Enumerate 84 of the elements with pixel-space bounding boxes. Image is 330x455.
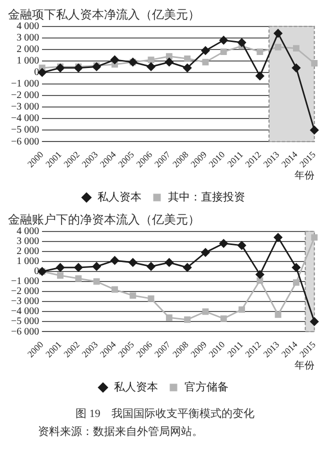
point: [219, 239, 228, 248]
point: [292, 263, 300, 272]
point: [201, 248, 210, 257]
point: [292, 279, 300, 286]
point: [202, 308, 209, 315]
point: [256, 72, 264, 80]
chart-title: 金融项下私人资本净流入（亿美元）: [8, 7, 200, 22]
x-axis-title: 年份: [294, 360, 314, 372]
point: [238, 38, 246, 47]
point: [201, 46, 210, 55]
point: [202, 58, 209, 66]
point: [146, 262, 156, 271]
point: [274, 44, 282, 50]
point: [128, 258, 138, 267]
y-tick-label: 0: [34, 266, 40, 278]
point: [93, 278, 100, 285]
y-tick-label: −1 000: [11, 78, 40, 90]
legend-label: 官方储备: [184, 380, 228, 394]
y-tick-label: −1 000: [11, 276, 40, 288]
y-tick-label: 4 000: [16, 21, 40, 32]
point: [274, 233, 282, 242]
point: [166, 314, 172, 321]
y-tick-label: −3 000: [11, 296, 40, 308]
point: [75, 275, 82, 282]
y-tick-label: 3 000: [16, 236, 40, 248]
y-tick-label: −6 000: [11, 136, 40, 148]
chart-title: 金融账户下的净资本流入（亿美元）: [8, 212, 200, 226]
point: [256, 277, 264, 284]
y-tick-label: 4 000: [16, 226, 40, 238]
y-tick-label: 1 000: [16, 256, 40, 268]
point: [274, 29, 282, 38]
point: [164, 58, 174, 66]
point: [166, 53, 172, 60]
x-axis-title: 年份: [294, 170, 314, 182]
y-tick-label: −5 000: [11, 124, 40, 136]
point: [310, 317, 319, 326]
point: [183, 64, 192, 72]
y-tick-label: −4 000: [11, 113, 40, 124]
point: [238, 241, 246, 250]
point: [183, 263, 192, 272]
point: [74, 64, 83, 72]
legend-label: 私人资本: [98, 190, 142, 204]
y-tick-label: 2 000: [16, 44, 40, 56]
point: [311, 234, 318, 241]
y-tick-label: −4 000: [11, 306, 40, 318]
point: [112, 286, 118, 293]
point: [56, 263, 65, 272]
legend-label: 私人资本: [114, 380, 158, 394]
point: [220, 315, 227, 322]
caption: 图 19 我国国际收支平衡模式的变化: [74, 406, 256, 421]
y-tick-label: 0: [34, 67, 40, 78]
point: [311, 60, 318, 66]
point: [56, 64, 65, 72]
point: [164, 258, 174, 267]
point: [148, 295, 154, 302]
y-tick-label: −3 000: [11, 102, 40, 113]
y-tick-label: −2 000: [11, 286, 40, 298]
point: [74, 263, 83, 272]
point: [256, 48, 264, 55]
y-tick-label: 1 000: [16, 56, 40, 67]
point: [292, 45, 300, 52]
point: [110, 56, 119, 64]
y-tick-label: −2 000: [11, 90, 40, 102]
point: [148, 56, 154, 64]
point: [57, 272, 64, 279]
point: [238, 306, 245, 313]
point: [92, 262, 101, 271]
point: [292, 64, 300, 72]
y-tick-label: 2 000: [16, 246, 40, 258]
legend-label: 其中：直接投资: [168, 190, 245, 204]
point: [310, 126, 319, 134]
point: [130, 292, 136, 299]
point: [274, 311, 282, 318]
point: [219, 36, 228, 44]
point: [110, 256, 119, 265]
y-tick-label: −6 000: [11, 326, 40, 338]
text: 资料来源：数据来自外管局网站。: [37, 425, 204, 439]
point: [184, 316, 191, 323]
y-tick-label: −5 000: [11, 316, 40, 328]
point: [220, 48, 227, 55]
point: [146, 62, 156, 71]
point: [256, 270, 264, 279]
point: [184, 55, 191, 62]
y-tick-label: 3 000: [16, 32, 40, 44]
